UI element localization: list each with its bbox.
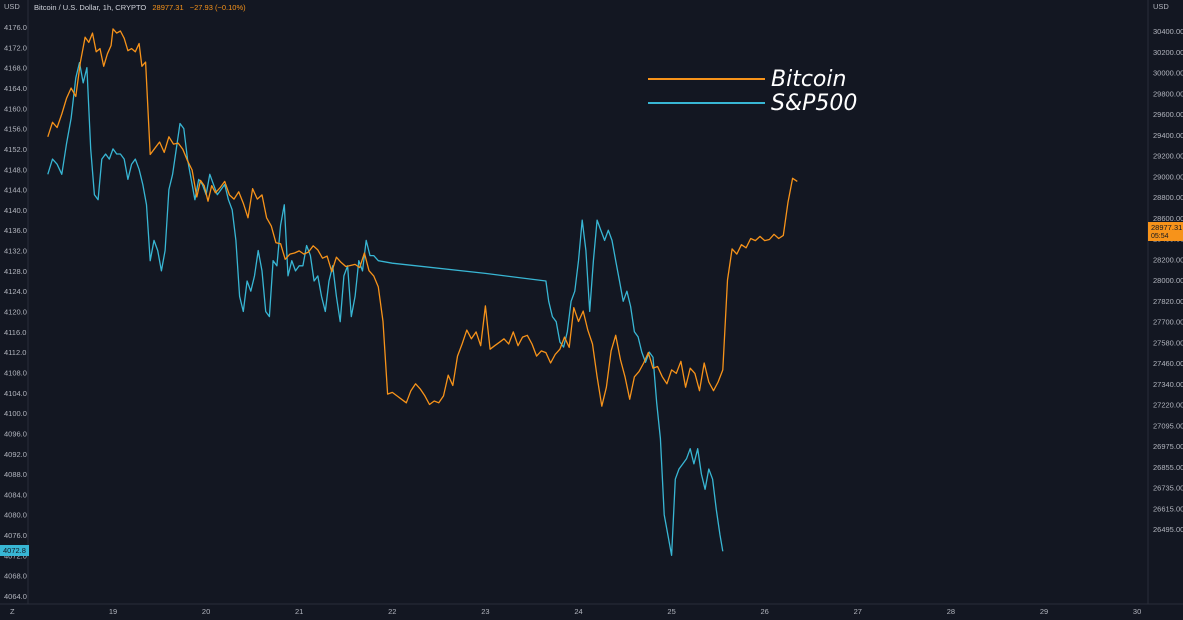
last-value: 28977.31 <box>152 3 183 12</box>
left-tick-label: 4088.0 <box>4 470 27 479</box>
left-axis-currency: USD <box>4 2 20 11</box>
timezone-label: Z <box>10 607 15 616</box>
left-tick-label: 4096.0 <box>4 429 27 438</box>
left-tick-label: 4124.0 <box>4 287 27 296</box>
btc-price-badge: 28977.31 05:54 <box>1148 222 1183 241</box>
right-tick-label: 30000.00 <box>1153 69 1183 78</box>
right-tick-label: 26975.00 <box>1153 442 1183 451</box>
left-tick-label: 4144.0 <box>4 186 27 195</box>
time-tick-label: 25 <box>667 607 675 616</box>
right-axis-currency: USD <box>1153 2 1169 11</box>
spx-badge-value: 4072.8 <box>3 546 26 555</box>
spx-price-badge: 4072.8 <box>0 545 29 556</box>
right-tick-label: 26495.00 <box>1153 525 1183 534</box>
time-tick-label: 28 <box>947 607 955 616</box>
time-tick-label: 29 <box>1040 607 1048 616</box>
right-tick-label: 27340.00 <box>1153 380 1183 389</box>
right-tick-label: 30200.00 <box>1153 48 1183 57</box>
right-tick-label: 29800.00 <box>1153 89 1183 98</box>
left-tick-label: 4156.0 <box>4 125 27 134</box>
left-tick-label: 4140.0 <box>4 206 27 215</box>
left-price-axis[interactable]: 4176.0 4172.0 4168.0 4164.0 4160.0 4156.0 4152… <box>4 23 27 601</box>
btc-badge-value: 28977.31 <box>1151 223 1182 232</box>
price-change: −27.93 (−0.10%) <box>190 3 246 12</box>
left-tick-label: 4168.0 <box>4 64 27 73</box>
legend-label-bitcoin: Bitcoin <box>771 67 846 92</box>
left-tick-label: 4076.0 <box>4 531 27 540</box>
left-tick-label: 4112.0 <box>4 348 26 357</box>
left-tick-label: 4116.0 <box>4 328 26 337</box>
left-tick-label: 4108.0 <box>4 368 27 377</box>
time-tick-label: 20 <box>202 607 210 616</box>
btc-badge-countdown: 05:54 <box>1151 233 1169 240</box>
right-tick-label: 26855.00 <box>1153 463 1183 472</box>
right-tick-label: 26735.00 <box>1153 484 1183 493</box>
time-tick-label: 21 <box>295 607 303 616</box>
series-line-sp500 <box>47 61 724 557</box>
legend: Bitcoin S&P500 <box>648 67 857 116</box>
left-tick-label: 4172.0 <box>4 43 27 52</box>
time-tick-label: 24 <box>574 607 582 616</box>
right-tick-label: 28600.00 <box>1153 214 1183 223</box>
btc-badge-bg <box>1148 222 1183 241</box>
left-tick-label: 4128.0 <box>4 267 27 276</box>
time-tick-label: 26 <box>761 607 769 616</box>
right-tick-label: 29200.00 <box>1153 152 1183 161</box>
right-tick-label: 27820.00 <box>1153 297 1183 306</box>
chart-header: Bitcoin / U.S. Dollar, 1h, CRYPTO 28977.… <box>34 3 246 12</box>
left-tick-label: 4132.0 <box>4 247 27 256</box>
left-tick-label: 4104.0 <box>4 389 27 398</box>
left-tick-label: 4080.0 <box>4 511 27 520</box>
left-tick-label: 4092.0 <box>4 450 27 459</box>
left-tick-label: 4160.0 <box>4 104 27 113</box>
right-price-axis[interactable]: 30400.00 30200.00 30000.00 29800.00 29600.00… <box>1153 27 1183 534</box>
right-tick-label: 29600.00 <box>1153 110 1183 119</box>
time-tick-label: 23 <box>481 607 489 616</box>
series-line-bitcoin <box>47 28 798 407</box>
right-tick-label: 26615.00 <box>1153 504 1183 513</box>
time-tick-label: 22 <box>388 607 396 616</box>
time-tick-label: 30 <box>1133 607 1141 616</box>
left-tick-label: 4152.0 <box>4 145 27 154</box>
symbol-label: Bitcoin / U.S. Dollar, 1h, CRYPTO <box>34 3 146 12</box>
time-tick-label: 19 <box>109 607 117 616</box>
left-tick-label: 4084.0 <box>4 490 27 499</box>
left-tick-label: 4136.0 <box>4 226 27 235</box>
right-tick-label: 27460.00 <box>1153 359 1183 368</box>
left-tick-label: 4176.0 <box>4 23 27 32</box>
left-tick-label: 4164.0 <box>4 84 27 93</box>
right-tick-label: 29000.00 <box>1153 172 1183 181</box>
right-tick-label: 27700.00 <box>1153 318 1183 327</box>
time-tick-label: 27 <box>854 607 862 616</box>
left-tick-label: 4068.0 <box>4 572 27 581</box>
left-tick-label: 4148.0 <box>4 165 27 174</box>
legend-label-sp500: S&P500 <box>771 91 857 116</box>
right-tick-label: 30400.00 <box>1153 27 1183 36</box>
right-tick-label: 29400.00 <box>1153 131 1183 140</box>
right-tick-label: 28200.00 <box>1153 255 1183 264</box>
left-tick-label: 4120.0 <box>4 308 27 317</box>
right-tick-label: 28800.00 <box>1153 193 1183 202</box>
left-tick-label: 4100.0 <box>4 409 27 418</box>
right-tick-label: 27580.00 <box>1153 338 1183 347</box>
left-tick-label: 4064.0 <box>4 592 27 601</box>
right-tick-label: 27220.00 <box>1153 401 1183 410</box>
spx-badge-bg <box>0 545 29 556</box>
time-axis[interactable]: 19 20 21 22 23 24 25 26 27 28 29 30 <box>109 607 1141 616</box>
right-tick-label: 27095.00 <box>1153 421 1183 430</box>
right-tick-label: 28000.00 <box>1153 276 1183 285</box>
